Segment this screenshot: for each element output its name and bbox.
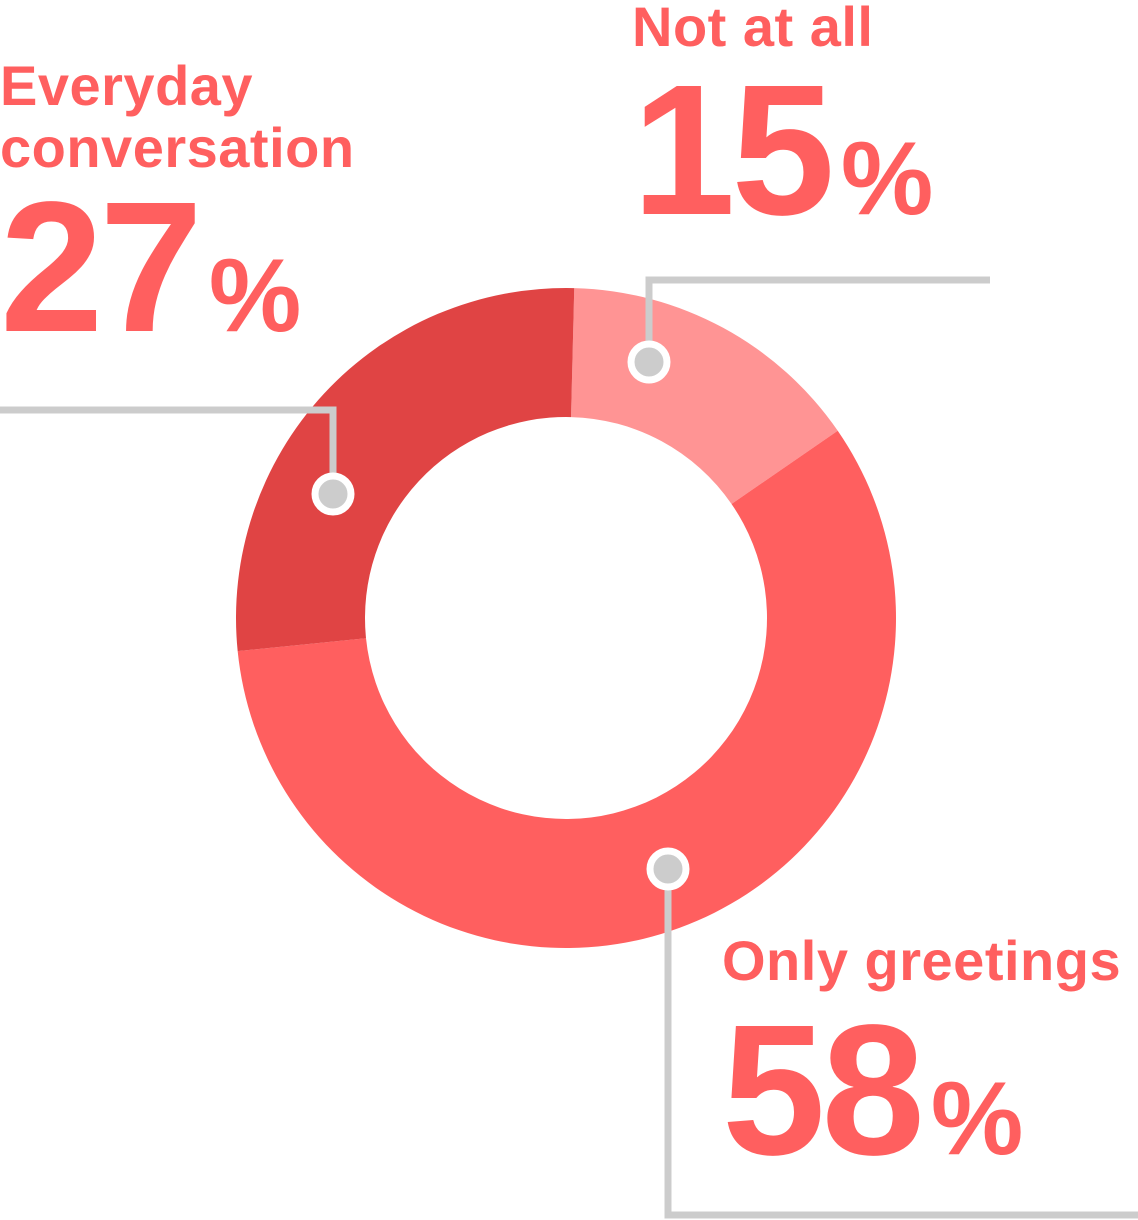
slice-value-not-at-all: 15% (632, 58, 933, 244)
slice-only-greetings (237, 430, 897, 949)
leader-everyday-conversation-dot (311, 472, 355, 516)
leader-not-at-all-line (645, 276, 990, 362)
leader-only-greetings-line (664, 869, 1138, 1219)
slice-value-unit: % (840, 121, 934, 237)
slice-label-only-greetings: Only greetings 58% (722, 930, 1121, 1184)
donut-slices (236, 287, 897, 949)
leader-only-greetings-dot (646, 847, 690, 891)
slice-name-only-greetings: Only greetings (722, 929, 1122, 992)
leader-everyday-conversation-line (0, 406, 337, 494)
slice-label-not-at-all: Not at all 15% (632, 0, 933, 244)
slice-value-number: 58 (722, 987, 925, 1194)
slice-value-unit: % (930, 1061, 1024, 1177)
slice-not-at-all (571, 288, 838, 504)
slice-value-number: 27 (0, 164, 203, 371)
slice-name-everyday-conversation: Everyday conversation (0, 54, 355, 179)
slice-value-number: 15 (632, 47, 835, 254)
slice-value-unit: % (208, 238, 302, 354)
slice-value-only-greetings: 58% (722, 998, 1121, 1184)
slice-name-not-at-all: Not at all (632, 0, 874, 58)
leader-lines (0, 276, 1138, 1219)
slice-value-everyday-conversation: 27% (0, 175, 380, 361)
leader-not-at-all-dot (627, 340, 671, 384)
slice-label-everyday-conversation: Everyday conversation 27% (0, 55, 380, 361)
slice-everyday-conversation (236, 287, 575, 652)
